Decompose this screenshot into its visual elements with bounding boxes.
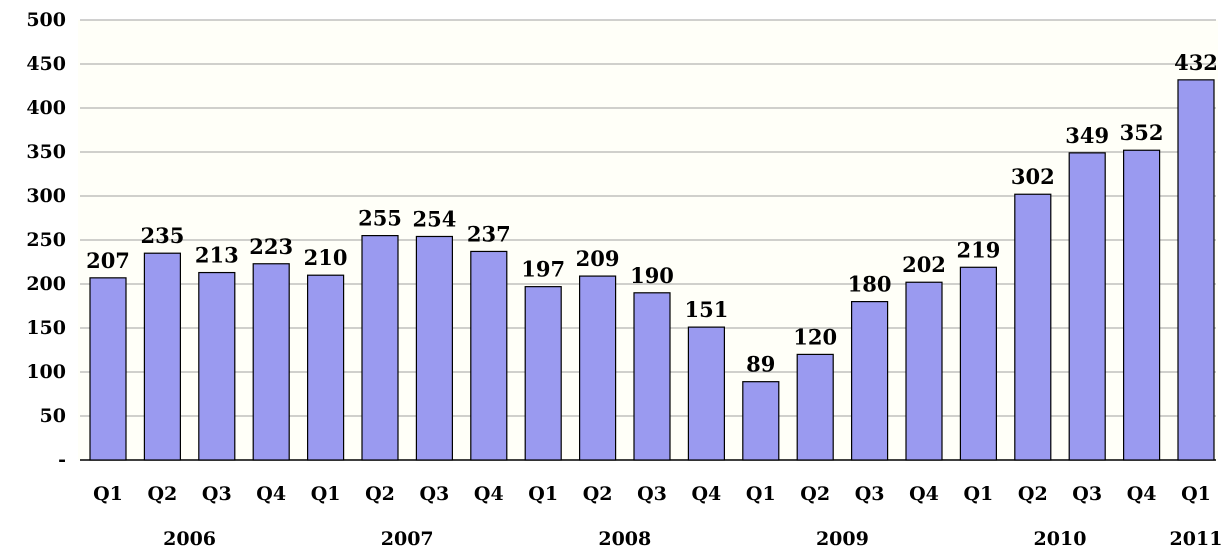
x-tick-label: Q3 <box>637 483 667 505</box>
x-tick-label: Q2 <box>583 483 613 505</box>
x-tick-label: Q1 <box>1181 483 1211 505</box>
bar <box>1068 152 1106 461</box>
data-label: 209 <box>576 246 620 271</box>
bar <box>850 301 889 461</box>
data-label: 210 <box>304 245 348 270</box>
bar <box>89 277 127 461</box>
bars <box>89 79 1215 461</box>
bar <box>252 263 290 461</box>
x-tick-label: Q4 <box>474 483 504 505</box>
bar <box>1014 193 1052 461</box>
y-axis: - 50 100 150 200 250 300 350 400 450 500 <box>26 9 66 471</box>
year-label: 2010 <box>1034 528 1087 550</box>
y-tick-label: 450 <box>26 53 66 75</box>
y-tick-label: 250 <box>26 229 66 251</box>
data-label: 190 <box>630 263 674 288</box>
year-label: 2008 <box>598 528 651 550</box>
y-tick-label: 350 <box>26 141 66 163</box>
x-tick-label: Q1 <box>311 483 341 505</box>
bar <box>796 353 834 461</box>
data-label: 432 <box>1174 50 1218 75</box>
y-tick-label: 400 <box>26 97 66 119</box>
x-axis: Q1 Q2 Q3 Q4 Q1 Q2 Q3 Q4 Q1 Q2 Q3 Q4 Q1 Q2 Q3 Q4 Q1 Q2 Q3 Q4… <box>93 483 1211 505</box>
x-tick-label: Q2 <box>365 483 395 505</box>
data-label: 207 <box>86 248 130 273</box>
bar <box>905 281 943 461</box>
year-label: 2009 <box>816 528 869 550</box>
x-tick-label: Q4 <box>909 483 939 505</box>
x-tick-label: Q2 <box>148 483 178 505</box>
x-tick-label: Q1 <box>964 483 994 505</box>
data-label: 254 <box>412 206 456 231</box>
x-tick-label: Q4 <box>256 483 286 505</box>
bar <box>415 235 453 461</box>
data-label: 237 <box>467 221 511 246</box>
y-tick-label: 500 <box>26 9 66 31</box>
bar <box>524 286 562 461</box>
year-label: 2006 <box>163 528 216 550</box>
y-tick-label: 300 <box>26 185 66 207</box>
data-label: 197 <box>521 257 565 282</box>
data-label: 235 <box>140 223 184 248</box>
data-labels: 207 235 213 223 210 255 254 237 197 209 190 151 89 12… <box>86 50 1218 377</box>
x-tick-label: Q3 <box>420 483 450 505</box>
x-tick-label: Q4 <box>1127 483 1157 505</box>
data-label: 180 <box>848 272 892 297</box>
data-label: 151 <box>684 297 728 322</box>
bar <box>1177 79 1215 461</box>
y-tick-label: 200 <box>26 273 66 295</box>
bar <box>959 266 998 461</box>
x-tick-label: Q1 <box>93 483 123 505</box>
data-label: 89 <box>746 352 775 377</box>
y-tick-label: 150 <box>26 317 66 339</box>
bar <box>578 275 617 461</box>
data-label: 349 <box>1065 123 1109 148</box>
y-tick-label: 50 <box>40 405 66 427</box>
bar <box>633 292 671 461</box>
x-tick-label: Q2 <box>800 483 830 505</box>
bar <box>687 326 726 461</box>
bar <box>198 271 236 461</box>
bar <box>742 381 780 461</box>
bar <box>143 252 181 461</box>
data-label: 213 <box>195 243 239 268</box>
x-tick-label: Q1 <box>746 483 776 505</box>
bar <box>307 274 345 461</box>
data-label: 223 <box>249 234 293 259</box>
data-label: 352 <box>1120 120 1164 145</box>
data-label: 219 <box>956 237 1000 262</box>
y-tick-label: 100 <box>26 361 66 383</box>
x-tick-label: Q2 <box>1018 483 1048 505</box>
x-tick-label: Q4 <box>692 483 722 505</box>
year-label: 2007 <box>381 528 434 550</box>
bar <box>1122 149 1161 461</box>
y-tick-label: - <box>58 449 66 471</box>
x-tick-label: Q3 <box>202 483 232 505</box>
data-label: 202 <box>902 252 946 277</box>
bar <box>470 250 508 461</box>
x-tick-label: Q3 <box>1072 483 1102 505</box>
bar <box>361 235 399 461</box>
year-axis: 2006 2007 2008 2009 2010 2011 <box>163 528 1222 550</box>
data-label: 302 <box>1011 164 1055 189</box>
year-label: 2011 <box>1170 528 1223 550</box>
data-label: 120 <box>793 324 837 349</box>
x-tick-label: Q3 <box>855 483 885 505</box>
data-label: 255 <box>358 206 402 231</box>
x-tick-label: Q1 <box>528 483 558 505</box>
